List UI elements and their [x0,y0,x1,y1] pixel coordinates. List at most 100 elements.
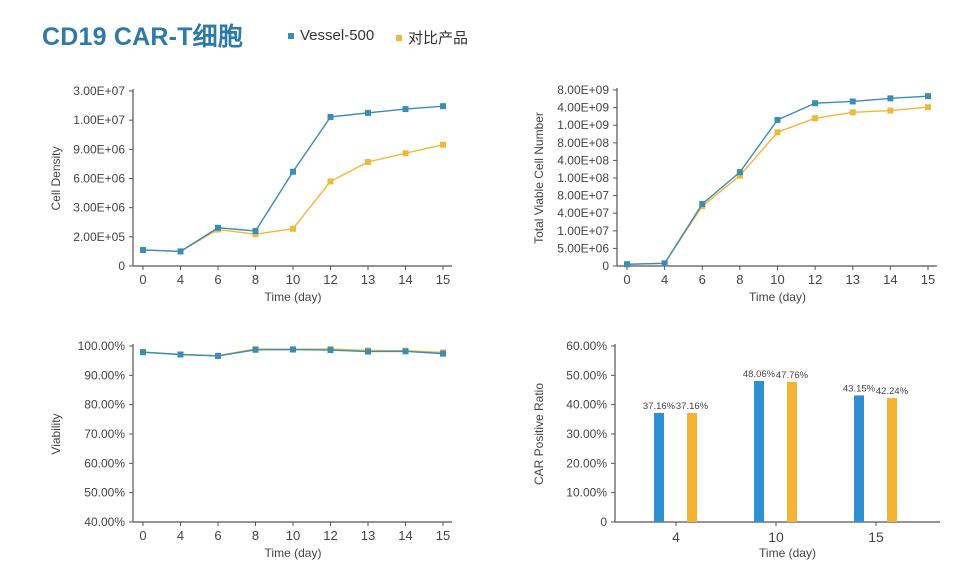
data-point-vessel-500 [661,260,668,267]
data-point-vessel-500 [925,93,931,100]
y-tick-label: 80.00% [84,398,125,412]
chart-4: 0 10.00% 20.00% 30.00% 40.00% 50.00% 60.00% CAR… [532,339,940,560]
data-point-comparison [849,109,856,116]
data-point-vessel-500 [402,348,409,355]
data-point-vessel-500 [440,103,446,110]
data-point-vessel-500 [402,106,409,113]
x-axis-label: Time (day) [749,290,806,304]
y-tick-label: 70.00% [84,427,125,441]
data-label: 43.15% [843,383,876,394]
x-tick-label: 12 [323,528,337,543]
x-tick-label: 15 [921,272,935,287]
x-tick-label: 13 [846,272,860,287]
y-tick-label: 8.00E+09 [557,83,609,97]
data-point-vessel-500 [887,95,894,102]
data-point-vessel-500 [774,116,781,123]
y-tick-label: 6.00E+06 [73,172,125,186]
y-tick-label: 3.00E+07 [73,84,125,98]
y-tick-label: 40.00% [84,515,125,529]
data-point-vessel-500 [140,246,146,253]
data-point-comparison [402,150,409,157]
x-tick-label: 4 [177,272,184,287]
y-tick-label: 3.00E+06 [73,201,125,215]
y-tick-label: 8.00E+07 [557,189,609,203]
data-point-vessel-500 [177,351,184,358]
x-tick-label: 14 [883,272,897,287]
data-point-comparison [440,141,446,148]
x-tick-label: 8 [252,528,259,543]
data-label: 37.16% [676,401,709,412]
data-point-comparison [736,172,743,179]
y-tick-label: 2.00E+05 [73,230,125,244]
y-tick-label: 1.00E+09 [557,118,609,132]
data-point-comparison [887,107,894,114]
bar-comparison [787,381,797,522]
data-point-comparison [290,225,296,232]
legend-label: 对比产品 [408,30,469,47]
x-tick-label: 10 [286,528,300,543]
data-point-comparison [925,104,931,111]
y-tick-label: 60.00% [84,456,125,470]
data-point-vessel-500 [365,348,371,355]
y-tick-label: 20.00% [566,456,607,470]
y-tick-label: 90.00% [84,368,125,382]
data-point-vessel-500 [699,200,706,207]
data-point-comparison [252,231,259,238]
x-tick-label: 6 [214,528,221,543]
x-tick-label: 0 [139,272,146,287]
y-tick-label: 9.00E+06 [73,142,125,156]
y-tick-label: 40.00% [566,398,607,412]
y-tick-label: 1.00E+08 [557,171,609,185]
x-tick-label: 15 [436,272,450,287]
x-axis-label: Time (day) [759,546,816,560]
bar-comparison [687,412,697,522]
legend-swatch-blue [288,32,294,39]
x-tick-label: 15 [868,529,884,545]
data-label: 48.06% [743,369,776,380]
y-tick-label: 50.00% [84,486,125,500]
data-label: 47.76% [776,370,809,381]
data-point-comparison [327,178,334,185]
data-point-vessel-500 [440,350,446,357]
data-point-vessel-500 [849,98,856,105]
data-point-vessel-500 [327,113,334,120]
x-tick-label: 0 [139,528,146,543]
data-point-vessel-500 [290,346,296,353]
chart-3: 40.00% 50.00% 60.00% 70.00% 80.00% 90.00% 100.… [49,339,452,560]
y-tick-label: 60.00% [566,339,607,353]
chart-1: 0 2.00E+05 3.00E+06 6.00E+06 9.00E+06 1.00E+0… [49,84,452,304]
x-axis-label: Time (day) [265,546,322,560]
y-tick-label: 100.00% [78,339,126,353]
legend-item-comparison: 对比产品 [396,27,468,48]
x-tick-label: 10 [768,529,784,545]
legend-swatch-yellow [396,34,402,41]
y-tick-label: 8.00E+08 [557,136,609,150]
y-tick-label: 50.00% [566,368,607,382]
x-tick-label: 8 [736,272,743,287]
data-point-vessel-500 [812,100,819,107]
x-tick-label: 6 [699,272,706,287]
y-tick-label: 0 [600,515,607,529]
x-tick-label: 4 [672,529,680,545]
x-tick-label: 13 [361,528,375,543]
bar-vessel-500 [654,412,664,522]
data-point-vessel-500 [290,168,296,175]
x-tick-label: 4 [177,528,184,543]
y-axis-label: CAR Positive Ratio [532,383,546,485]
y-axis-label: Total Viable Cell Number [532,112,546,244]
x-tick-label: 6 [214,272,221,287]
y-tick-label: 1.00E+07 [73,113,125,127]
data-point-vessel-500 [177,248,184,255]
y-tick-label: 4.00E+09 [557,101,609,115]
data-point-comparison [774,129,781,136]
data-point-comparison [365,158,371,165]
x-tick-label: 15 [436,528,450,543]
data-point-vessel-500 [252,346,259,353]
x-tick-label: 12 [323,272,337,287]
bar-vessel-500 [754,381,764,522]
x-tick-label: 14 [398,272,412,287]
x-tick-label: 13 [361,272,375,287]
x-tick-label: 0 [623,272,630,287]
x-tick-label: 4 [661,272,668,287]
y-tick-label: 30.00% [566,427,607,441]
